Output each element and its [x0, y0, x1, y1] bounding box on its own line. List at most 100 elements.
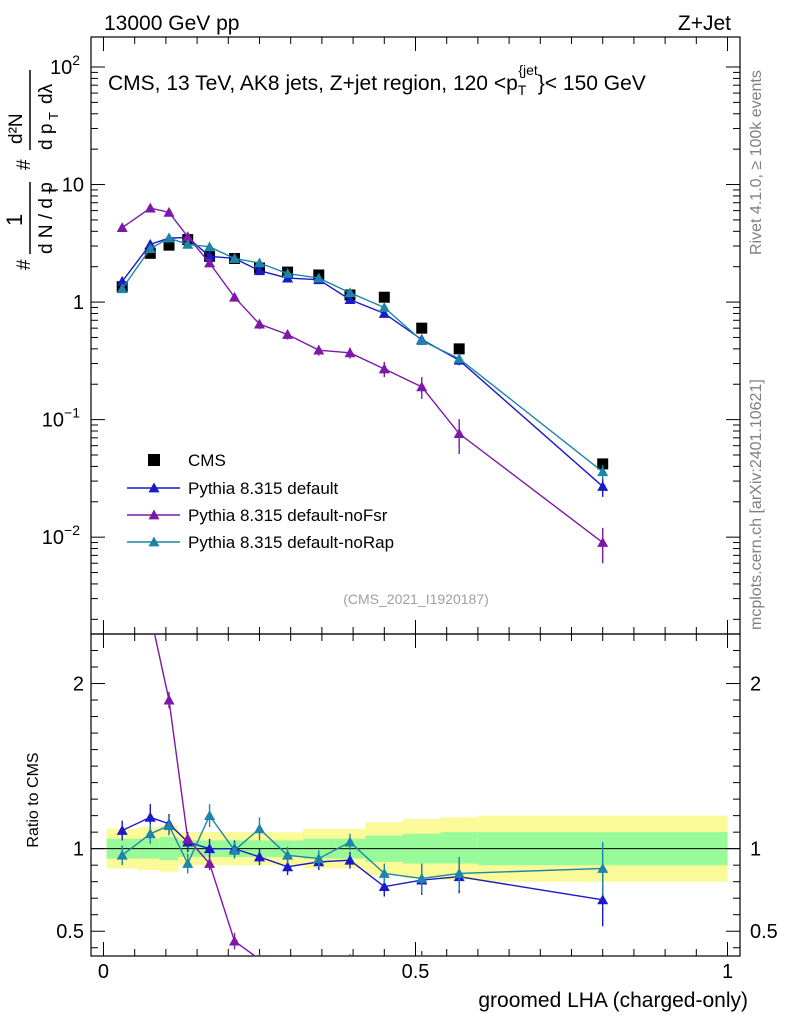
main-point-2-11	[416, 381, 428, 392]
ratio-point-1-5	[229, 935, 241, 946]
main-point-3-10	[378, 301, 390, 312]
main-point-2-3	[182, 231, 194, 242]
main-point-1-4	[204, 250, 216, 261]
main-point-3-1	[144, 243, 156, 254]
ratio-point-2-0	[116, 849, 128, 860]
ratio-line-2	[121, 814, 603, 880]
ratio-point-0-7	[282, 861, 294, 872]
side-label-bottom: mcplots.cern.ch [arXiv:2401.10621]	[748, 379, 765, 630]
header-right: Z+Jet	[678, 12, 731, 35]
ratio-series-group	[116, 609, 609, 987]
ylabel-hash-2: #	[14, 159, 35, 170]
main-point-2-8	[313, 344, 325, 355]
ratio-point-2-5	[229, 844, 241, 855]
legend-marker-0	[148, 454, 160, 466]
ylabel-dN: d N / d p	[36, 182, 57, 254]
header-left: 13000 GeV pp	[104, 12, 239, 35]
ylabel-T1: T	[46, 186, 61, 194]
main-ytick-label-3: 10	[62, 175, 84, 197]
main-point-2-4	[204, 257, 216, 268]
main-series-0	[116, 234, 609, 470]
ratio-point-2-8	[313, 853, 325, 863]
ratio-point-2-9	[344, 836, 356, 847]
main-point-1-10	[378, 307, 390, 318]
ylabel-one: 1	[2, 214, 27, 226]
main-title: CMS, 13 TeV, AK8 jets, Z+jet region, 120…	[108, 62, 646, 98]
cms-point-1	[144, 247, 156, 259]
ratio-point-2-11	[416, 872, 428, 883]
ratio-point-0-4	[204, 843, 216, 854]
side-label-top: Rivet 4.1.0, ≥ 100k events	[748, 70, 765, 255]
main-point-3-9	[344, 287, 356, 298]
main-point-2-6	[253, 318, 265, 329]
main-title-pre: CMS, 13 TeV, AK8 jets, Z+jet region, 120…	[108, 72, 518, 95]
ratio-point-1-10	[379, 967, 390, 977]
main-point-2-2	[163, 206, 175, 217]
ratio-point-1-12	[454, 977, 465, 987]
ratio-point-1-3	[182, 833, 194, 844]
ratio-plot-frame	[90, 633, 741, 957]
legend: CMS Pythia 8.315 default Pythia 8.315 defa…	[127, 451, 394, 552]
main-point-1-13	[597, 480, 609, 491]
main-point-3-13	[597, 466, 609, 477]
ratio-ytick-label-right-0: 0.5	[750, 921, 778, 943]
main-ytick-base-3: 10	[62, 175, 84, 197]
ratio-ytick-label-left-1: 1	[73, 839, 84, 861]
main-point-1-0	[116, 275, 128, 286]
ratio-ytick-label-right-2: 2	[750, 674, 761, 696]
x-tick-label-2: 1	[722, 961, 733, 983]
main-point-2-1	[144, 202, 156, 213]
cms-point-12	[453, 343, 465, 355]
ratio-point-2-13	[597, 862, 609, 873]
ratio-point-0-0	[116, 825, 128, 835]
main-ytick-label-0: 10−2	[42, 522, 80, 549]
ratio-ylabel: Ratio to CMS	[25, 752, 42, 847]
legend-marker-3	[148, 536, 160, 547]
main-point-3-4	[204, 241, 216, 252]
main-point-3-6	[253, 257, 265, 268]
main-ytick-exp-0: −2	[64, 522, 80, 538]
main-point-3-3	[182, 238, 194, 249]
ratio-point-1-1	[145, 609, 156, 619]
main-point-2-5	[229, 291, 241, 302]
main-ytick-label-4: 102	[50, 52, 80, 79]
legend-label-2: Pythia 8.315 default-noFsr	[188, 506, 388, 525]
ratio-series-2	[116, 804, 609, 895]
x-tick-label-1: 0.5	[402, 961, 430, 983]
legend-marker-2	[148, 509, 160, 520]
ratio-point-1-9	[349, 955, 351, 956]
main-point-3-8	[313, 272, 325, 283]
cms-point-11	[416, 322, 428, 334]
ratio-ytick-label-right-1: 1	[750, 839, 761, 861]
ratio-point-1-4	[204, 858, 216, 868]
ratio-point-0-6	[253, 851, 265, 862]
ratio-point-0-9	[344, 854, 356, 865]
cms-point-10	[378, 291, 390, 303]
ratio-point-1-6	[258, 953, 261, 956]
main-series-group	[116, 202, 609, 564]
main-title-sub: T	[518, 82, 527, 98]
ratio-ytick-label-left-0: 0.5	[56, 921, 84, 943]
ratio-point-2-7	[282, 849, 294, 860]
main-title-sup: {jet	[518, 62, 538, 78]
main-ytick-base-2: 1	[73, 292, 84, 314]
ylabel-hash-1: #	[14, 259, 35, 270]
ratio-point-1-7	[282, 959, 293, 969]
ylabel-dp: d p	[36, 124, 57, 150]
main-point-2-7	[282, 328, 294, 339]
ratio-line-1	[153, 634, 257, 956]
ratio-point-0-1	[144, 811, 156, 822]
cms-point-2	[163, 239, 175, 251]
main-point-3-2	[163, 232, 175, 243]
ratio-point-2-2	[163, 820, 175, 830]
main-title-post: }< 150 GeV	[538, 72, 646, 95]
cms-point-13	[597, 458, 609, 470]
ratio-point-2-3	[182, 858, 194, 868]
ratio-series-1	[145, 609, 465, 987]
main-point-1-9	[344, 294, 356, 304]
ratio-point-0-10	[378, 881, 390, 892]
ylabel-dlambda: dλ	[36, 83, 57, 104]
main-point-3-5	[229, 252, 241, 263]
